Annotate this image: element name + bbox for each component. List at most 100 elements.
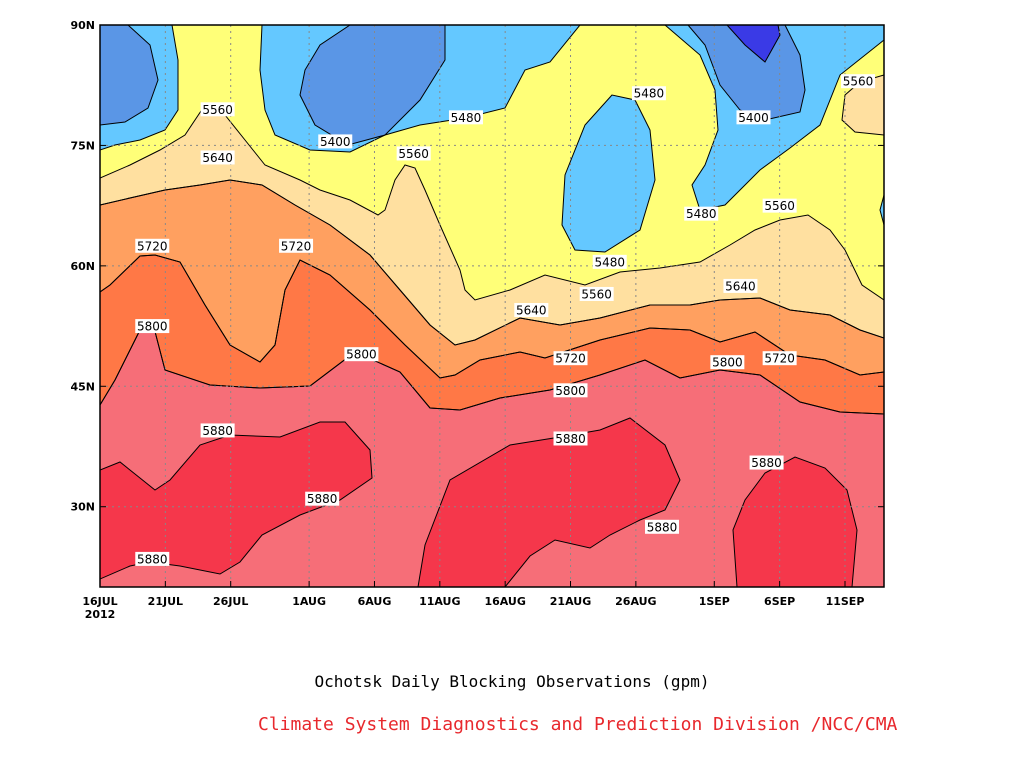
svg-text:5640: 5640 xyxy=(725,279,756,293)
contour-line xyxy=(561,94,656,253)
fill-5720-band xyxy=(100,180,884,378)
y-tick-label: 30N xyxy=(70,501,95,514)
x-tick-label: 21JUL xyxy=(148,595,183,608)
svg-text:5880: 5880 xyxy=(202,424,233,438)
contour-label: 5880 xyxy=(200,423,235,438)
x-tick-label: 16AUG xyxy=(484,595,525,608)
svg-text:5800: 5800 xyxy=(555,384,586,398)
x-tick-label: 11AUG xyxy=(419,595,460,608)
svg-text:5720: 5720 xyxy=(555,352,586,366)
svg-text:5640: 5640 xyxy=(516,304,547,318)
plot-frame xyxy=(99,24,885,588)
contour-label: 5640 xyxy=(514,303,549,318)
contour-line xyxy=(100,104,884,346)
contour-label: 5640 xyxy=(200,150,235,165)
x-tick-label: 26JUL xyxy=(213,595,248,608)
contour-line xyxy=(732,456,858,587)
contour-label: 5480 xyxy=(631,86,666,101)
svg-text:5880: 5880 xyxy=(647,520,678,534)
contour-line xyxy=(100,25,159,126)
svg-text:5400: 5400 xyxy=(738,111,769,125)
contour-label: 5480 xyxy=(684,206,719,221)
contour-label: 5880 xyxy=(305,491,340,506)
svg-text:5400: 5400 xyxy=(320,135,351,149)
svg-text:5880: 5880 xyxy=(307,492,338,506)
x-tick-label: 21AUG xyxy=(550,595,591,608)
y-tick-label: 60N xyxy=(70,260,95,273)
contour-label: 5400 xyxy=(318,134,353,149)
svg-text:5720: 5720 xyxy=(764,352,795,366)
contour-label: 5560 xyxy=(200,102,235,117)
x-axis-labels: 16JUL 21JUL 26JUL 1AUG 6AUG 11AUG 16AUG 21AUG 26… xyxy=(82,595,864,621)
fill-5400-left xyxy=(100,25,158,125)
contour-chart: 16JUL 21JUL 26JUL 1AUG 6AUG 11AUG 16AUG 21AUG 26… xyxy=(70,19,885,621)
y-axis-labels: 90N 75N 60N 45N 30N xyxy=(70,19,95,514)
x-tick-label: 1AUG xyxy=(292,595,326,608)
contour-label: 5880 xyxy=(749,455,784,470)
svg-text:5560: 5560 xyxy=(764,199,795,213)
contour-label: 5640 xyxy=(723,278,758,293)
contour-label: 5560 xyxy=(396,146,431,161)
svg-text:5880: 5880 xyxy=(555,432,586,446)
contour-label: 5480 xyxy=(448,110,483,125)
contour-label: 5560 xyxy=(762,198,797,213)
x-tick-label: 11SEP xyxy=(826,595,865,608)
contour-line xyxy=(259,25,581,153)
svg-text:5880: 5880 xyxy=(137,552,168,566)
contour-line xyxy=(726,25,781,63)
x-tick-label: 6AUG xyxy=(358,595,392,608)
svg-text:5480: 5480 xyxy=(634,87,665,101)
contour-line xyxy=(664,25,884,211)
contour-label: 5800 xyxy=(135,319,170,334)
chart-title: Ochotsk Daily Blocking Observations (gpm… xyxy=(314,672,710,691)
x-tick-label: 16JUL xyxy=(82,595,117,608)
fill-5320-core xyxy=(727,25,780,62)
svg-text:5640: 5640 xyxy=(202,151,233,165)
contour-label: 5720 xyxy=(553,351,588,366)
fill-5640-band xyxy=(100,105,884,345)
fill-5640-topright xyxy=(842,75,884,135)
grid-lines xyxy=(100,25,884,587)
contour-line xyxy=(100,25,179,151)
contour-label: 5400 xyxy=(736,110,771,125)
contour-labels: 5560 5640 5720 5720 5800 5800 5880 5880 5880 5400… xyxy=(135,74,876,566)
x-year-label: 2012 xyxy=(85,608,116,621)
svg-text:5480: 5480 xyxy=(594,255,625,269)
contour-label: 5480 xyxy=(592,254,627,269)
fill-5960-right xyxy=(733,457,857,587)
svg-text:5800: 5800 xyxy=(137,320,168,334)
credit-text: Climate System Diagnostics and Predictio… xyxy=(258,714,898,735)
fill-5960-left xyxy=(100,422,372,579)
svg-text:5880: 5880 xyxy=(751,456,782,470)
svg-text:5560: 5560 xyxy=(581,287,612,301)
contour-line xyxy=(687,25,806,121)
axis-ticks xyxy=(99,24,884,587)
contour-label: 5720 xyxy=(135,238,170,253)
fill-5400-right xyxy=(688,25,805,120)
contour-label: 5880 xyxy=(645,519,680,534)
y-tick-label: 45N xyxy=(70,380,95,393)
fill-5480-island xyxy=(562,95,655,252)
x-tick-label: 6SEP xyxy=(764,595,795,608)
svg-text:5560: 5560 xyxy=(202,103,233,117)
svg-text:5800: 5800 xyxy=(712,356,743,370)
contour-label: 5880 xyxy=(553,431,588,446)
svg-text:5560: 5560 xyxy=(843,75,874,89)
fill-5480-edge xyxy=(880,195,884,225)
svg-text:5480: 5480 xyxy=(451,111,482,125)
fill-5400-center xyxy=(300,25,445,145)
contour-label: 5560 xyxy=(841,74,876,89)
contour-label: 5720 xyxy=(279,238,314,253)
svg-text:5720: 5720 xyxy=(137,239,168,253)
fill-5960-mid xyxy=(418,418,680,587)
y-tick-label: 75N xyxy=(70,139,95,152)
contour-label: 5800 xyxy=(553,383,588,398)
contour-line xyxy=(879,194,884,226)
svg-text:5560: 5560 xyxy=(398,147,429,161)
y-tick-label: 90N xyxy=(70,19,95,32)
contour-label: 5560 xyxy=(579,286,614,301)
svg-text:5480: 5480 xyxy=(686,207,717,221)
contour-label: 5800 xyxy=(710,355,745,370)
contour-label: 5720 xyxy=(762,351,797,366)
x-tick-label: 1SEP xyxy=(699,595,730,608)
